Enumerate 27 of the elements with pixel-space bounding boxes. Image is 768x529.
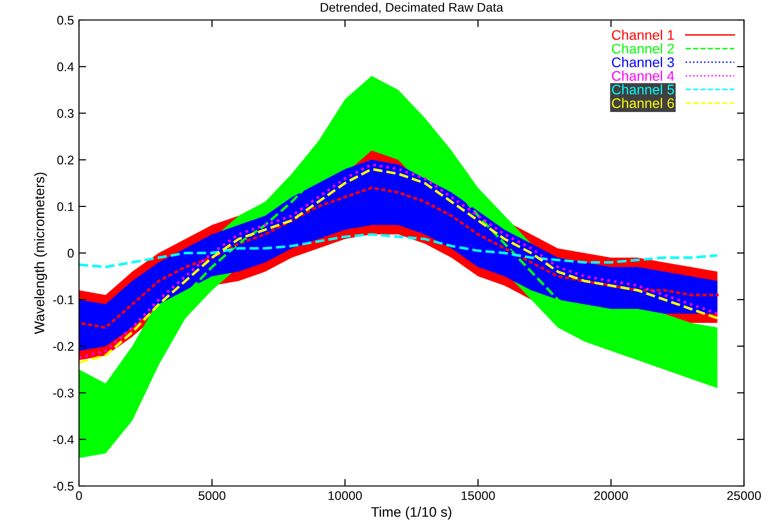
x-tick-label: 10000 xyxy=(328,491,362,500)
y-tick-label: 0.2 xyxy=(57,156,74,164)
y-tick-label: 0.3 xyxy=(57,109,74,118)
y-tick-label: 0.4 xyxy=(57,62,74,72)
x-tick-label: 0 xyxy=(76,491,82,500)
y-tick-label: -0.4 xyxy=(53,435,74,444)
y-tick-label: -0.3 xyxy=(53,388,74,398)
legend-label: Channel 4 xyxy=(612,70,674,81)
y-axis-title: Wavelength (micrometers) xyxy=(34,172,48,334)
legend-label: Channel 2 xyxy=(612,43,674,54)
legend-label: Channel 6 xyxy=(612,98,674,108)
legend-label: Channel 3 xyxy=(612,57,674,68)
y-tick-label: 0.5 xyxy=(57,16,74,25)
legend-label: Channel 1 xyxy=(612,30,674,40)
y-tick-label: 0.1 xyxy=(57,202,74,212)
x-tick-label: 15000 xyxy=(462,491,495,500)
y-tick-label: -0.1 xyxy=(53,295,74,304)
x-tick-label: 20000 xyxy=(594,491,628,500)
x-tick-label: 5000 xyxy=(198,491,226,500)
legend-label: Channel 5 xyxy=(612,84,674,94)
y-tick-label: -0.5 xyxy=(53,482,74,491)
chart-title: Detrended, Decimated Raw Data xyxy=(320,2,504,14)
x-axis-title: Time (1/10 s) xyxy=(371,506,452,520)
y-tick-label: -0.2 xyxy=(53,342,74,351)
y-tick-label: 0 xyxy=(68,248,74,258)
x-tick-label: 25000 xyxy=(727,491,761,500)
line-series xyxy=(79,233,719,268)
